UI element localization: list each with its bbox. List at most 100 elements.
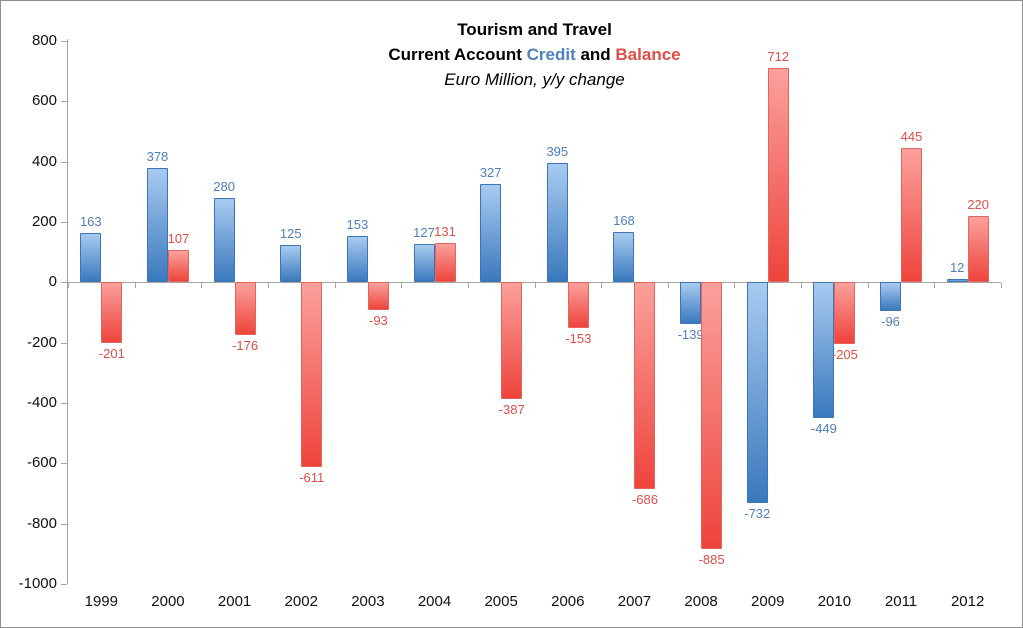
y-axis-tick-label: 600 <box>31 92 57 110</box>
y-axis-tick-mark <box>61 221 67 223</box>
value-label-credit-2001: 280 <box>213 178 235 194</box>
x-axis-tick-mark <box>401 283 403 289</box>
y-axis-tick-label: -600 <box>26 454 57 472</box>
x-axis-category-label: 2010 <box>817 593 852 610</box>
y-axis-tick-label: 200 <box>31 212 57 230</box>
value-label-balance-2003: -93 <box>368 313 388 329</box>
x-axis-tick-mark <box>801 283 803 289</box>
bar-balance-2012 <box>967 215 989 283</box>
title-credit-word: Credit <box>526 45 576 64</box>
value-label-credit-2010: -449 <box>810 420 837 436</box>
bar-balance-2009 <box>767 67 789 283</box>
bar-balance-2011 <box>901 148 923 283</box>
x-axis-category-label: 2006 <box>551 593 585 610</box>
y-axis-tick-mark <box>61 402 67 404</box>
value-label-credit-2000: 378 <box>146 149 169 165</box>
bar-credit-2011 <box>880 282 902 312</box>
bar-balance-2000 <box>167 250 189 283</box>
bar-credit-2000 <box>146 168 168 283</box>
value-label-credit-2011: -96 <box>881 314 900 330</box>
bar-balance-2002 <box>301 282 323 467</box>
title-balance-word: Balance <box>615 45 681 64</box>
x-axis-category-label: 1999 <box>84 593 118 610</box>
bar-balance-2006 <box>567 282 589 329</box>
value-label-credit-2006: 395 <box>546 144 569 160</box>
bar-balance-1999 <box>101 282 123 343</box>
x-axis-tick-mark <box>667 283 669 289</box>
x-axis-tick-mark <box>334 283 336 289</box>
title-and-text: and <box>575 45 616 64</box>
y-axis-tick-label: 800 <box>31 31 57 49</box>
x-axis-category-label: 2011 <box>884 593 918 610</box>
y-axis-tick-label: -1000 <box>18 574 57 592</box>
bar-balance-2008 <box>701 282 723 550</box>
value-label-balance-2008: -885 <box>698 552 725 568</box>
y-axis-tick-label: -800 <box>26 514 57 532</box>
y-axis-tick-mark <box>61 161 67 163</box>
value-label-balance-2004: 131 <box>434 223 456 239</box>
bar-credit-2006 <box>546 163 568 283</box>
y-axis-tick-mark <box>61 282 67 284</box>
x-axis-category-label: 2009 <box>751 593 785 610</box>
value-label-credit-2007: 168 <box>613 212 635 228</box>
y-axis-tick-mark <box>61 583 67 585</box>
bar-credit-2002 <box>280 244 302 283</box>
x-axis-category-label: 2012 <box>950 593 985 610</box>
value-label-credit-2002: 125 <box>279 225 302 241</box>
x-axis-tick-mark <box>467 283 469 289</box>
x-axis-tick-mark <box>68 283 69 289</box>
bar-credit-2003 <box>346 236 368 283</box>
title-prefix-text: Current Account <box>388 45 527 64</box>
x-axis-category-label: 2005 <box>484 593 518 610</box>
bar-credit-2012 <box>946 278 968 283</box>
value-label-balance-2006: -153 <box>565 331 592 347</box>
x-axis-category-label: 2002 <box>284 593 318 610</box>
x-axis-tick-mark <box>601 283 603 289</box>
x-axis-tick-mark <box>134 283 136 289</box>
x-axis-tick-mark <box>534 283 536 289</box>
y-axis-tick-label: 0 <box>48 273 57 291</box>
bar-balance-2005 <box>501 282 523 400</box>
chart-title-line2: Current Account Credit and Balance <box>68 42 1001 67</box>
bar-credit-2001 <box>213 197 235 283</box>
bar-credit-2005 <box>480 183 502 283</box>
bar-credit-2007 <box>613 231 635 283</box>
y-axis-tick-label: 400 <box>31 152 57 170</box>
bar-credit-2009 <box>746 282 768 504</box>
y-axis-tick-mark <box>61 101 67 103</box>
chart-subtitle-units: Euro Million, y/y change <box>444 70 625 89</box>
value-label-balance-2007: -686 <box>631 492 658 508</box>
x-axis-category-label: 2004 <box>417 593 452 610</box>
y-axis-line <box>67 39 69 584</box>
value-label-balance-2009: 712 <box>767 48 790 64</box>
bar-balance-2010 <box>834 282 856 345</box>
bar-credit-2010 <box>813 282 835 418</box>
y-axis-tick-label: -400 <box>26 393 57 411</box>
x-axis-category-label: 2003 <box>351 593 385 610</box>
x-axis-category-label: 2008 <box>684 593 718 610</box>
x-axis-tick-mark <box>734 283 736 289</box>
value-label-credit-2012: 12 <box>949 259 965 275</box>
x-axis-category-label: 2007 <box>617 593 652 610</box>
value-label-balance-2005: -387 <box>498 402 525 418</box>
x-axis-tick-mark <box>934 283 936 289</box>
value-label-credit-2004: 127 <box>413 224 435 240</box>
bar-balance-2004 <box>434 242 456 283</box>
x-axis-tick-mark <box>201 283 203 289</box>
value-label-balance-2010: -205 <box>831 347 858 363</box>
chart-title-line1: Tourism and Travel <box>457 20 612 39</box>
bar-credit-2004 <box>413 243 435 283</box>
value-label-balance-2001: -176 <box>232 338 259 354</box>
x-axis-category-label: 2001 <box>217 593 252 610</box>
value-label-credit-2008: -139 <box>677 327 704 343</box>
y-axis-tick-mark <box>61 342 67 344</box>
value-label-credit-1999: 163 <box>79 214 102 230</box>
value-label-balance-2000: 107 <box>167 231 190 247</box>
value-label-balance-2002: -611 <box>299 469 325 485</box>
bar-balance-2007 <box>634 282 656 490</box>
value-label-credit-2003: 153 <box>346 217 369 233</box>
x-axis-tick-mark <box>1001 283 1002 289</box>
y-axis-tick-label: -200 <box>26 333 57 351</box>
